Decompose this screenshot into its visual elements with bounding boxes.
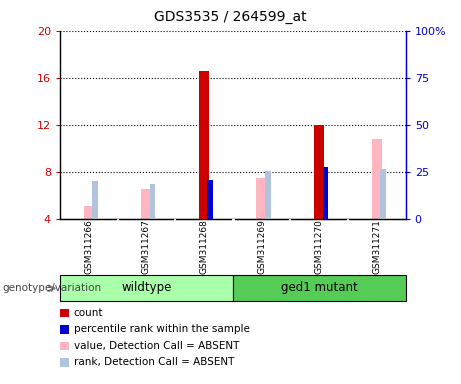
Text: ged1 mutant: ged1 mutant: [281, 281, 358, 295]
Text: GSM311271: GSM311271: [372, 219, 381, 274]
Text: GSM311267: GSM311267: [142, 219, 151, 274]
Text: count: count: [74, 308, 103, 318]
Bar: [83, 206, 94, 219]
Bar: [92, 182, 98, 219]
Bar: [372, 139, 382, 219]
Text: genotype/variation: genotype/variation: [2, 283, 101, 293]
Bar: [256, 178, 267, 219]
Text: GSM311268: GSM311268: [200, 219, 208, 274]
Bar: [207, 180, 213, 219]
Text: wildtype: wildtype: [121, 281, 171, 295]
Text: percentile rank within the sample: percentile rank within the sample: [74, 324, 249, 334]
Text: GSM311266: GSM311266: [84, 219, 93, 274]
Bar: [60, 275, 233, 301]
Bar: [150, 184, 155, 219]
Bar: [141, 189, 152, 219]
Bar: [199, 71, 209, 219]
Text: GSM311269: GSM311269: [257, 219, 266, 274]
Bar: [380, 169, 386, 219]
Text: rank, Detection Call = ABSENT: rank, Detection Call = ABSENT: [74, 358, 234, 367]
Bar: [314, 125, 325, 219]
Bar: [233, 275, 406, 301]
Text: GDS3535 / 264599_at: GDS3535 / 264599_at: [154, 10, 307, 23]
Text: GSM311270: GSM311270: [315, 219, 324, 274]
Text: value, Detection Call = ABSENT: value, Detection Call = ABSENT: [74, 341, 239, 351]
Bar: [265, 172, 271, 219]
Bar: [323, 167, 328, 219]
